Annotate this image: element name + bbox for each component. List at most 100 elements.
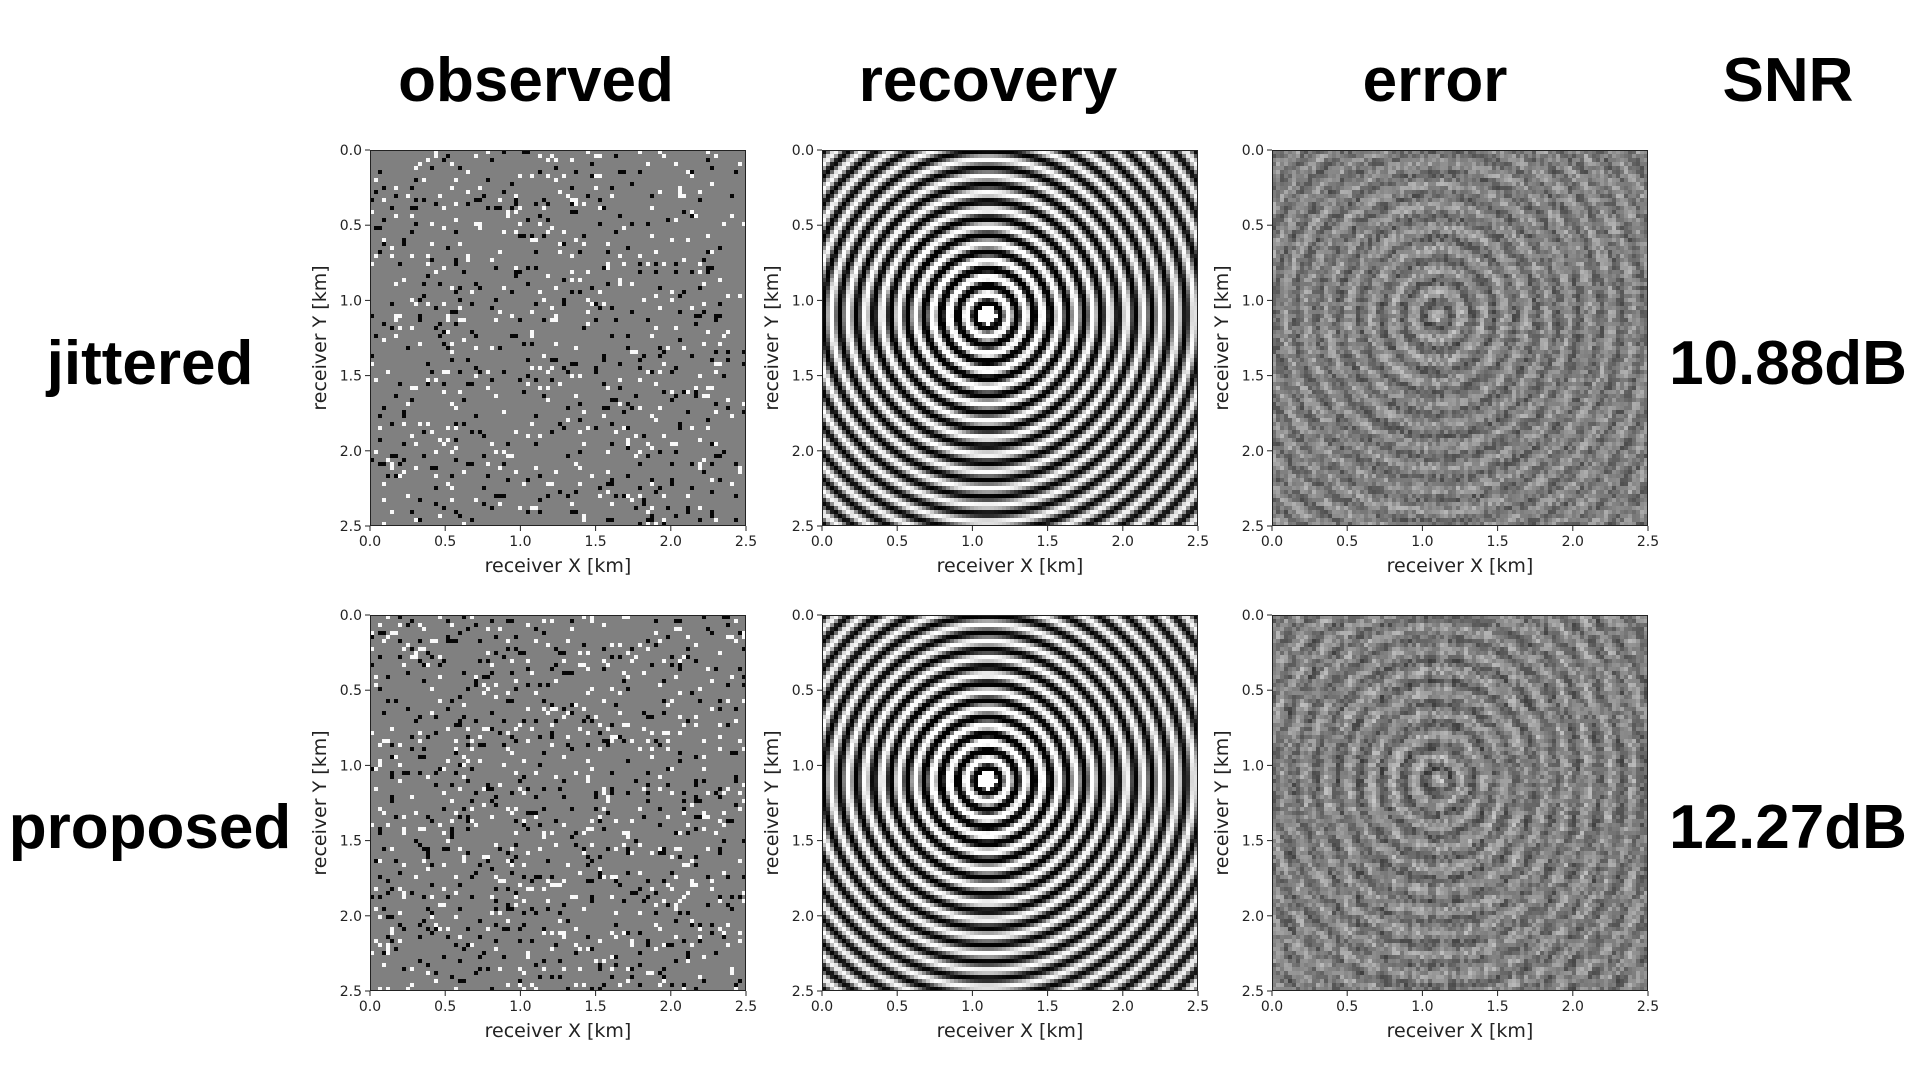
y-tick-label: 2.0 (792, 444, 814, 460)
y-tick-label: 2.5 (792, 519, 814, 535)
x-tick-label: 2.5 (1187, 999, 1209, 1015)
x-tick-label: 2.0 (660, 999, 682, 1015)
y-tick-label: 1.5 (1242, 834, 1264, 850)
y-tick-label: 1.0 (340, 758, 362, 774)
heatmap-cells (1272, 615, 1648, 991)
x-tick-label: 0.5 (434, 999, 456, 1015)
x-tick-label: 0.5 (886, 534, 908, 550)
column-header-observed: observed (398, 50, 674, 112)
heatmap-cells (370, 150, 746, 526)
y-tick-label: 2.5 (1242, 984, 1264, 1000)
y-tick-label: 1.5 (340, 834, 362, 850)
plot-frame (1272, 150, 1648, 526)
y-tick-label: 1.0 (1242, 758, 1264, 774)
y-tick-label: 0.0 (340, 608, 362, 624)
y-tick-label: 2.0 (340, 909, 362, 925)
x-tick-label: 1.5 (584, 534, 606, 550)
x-tick-label: 0.0 (811, 999, 833, 1015)
y-tick-label: 2.5 (340, 984, 362, 1000)
x-tick-label: 1.5 (1036, 534, 1058, 550)
heatmap-jittered-observed: 0.0 0.5 1.0 1.5 2.0 2.50.00.51.01.52.02.5rece… (309, 143, 757, 577)
snr-value-jittered: 10.88dB (1669, 333, 1907, 395)
x-tick-label: 2.0 (1112, 999, 1134, 1015)
y-axis-label: receiver Y [km] (761, 730, 783, 875)
x-tick-label: 2.0 (1562, 534, 1584, 550)
heatmap-proposed-observed: 0.0 0.5 1.0 1.5 2.0 2.50.00.51.01.52.02.5rece… (309, 608, 757, 1042)
y-tick-label: 0.0 (1242, 143, 1264, 159)
column-header-recovery: recovery (859, 50, 1118, 112)
x-tick-label: 0.5 (1336, 534, 1358, 550)
y-tick-label: 0.0 (792, 608, 814, 624)
y-tick-label: 2.5 (792, 984, 814, 1000)
x-tick-label: 2.5 (1637, 534, 1659, 550)
row-label-jittered: jittered (47, 333, 254, 395)
y-axis-label: receiver Y [km] (309, 730, 331, 875)
x-tick-label: 0.0 (1261, 534, 1283, 550)
heatmap-proposed-error: 0.0 0.5 1.0 1.5 2.0 2.50.00.51.01.52.02.5rece… (1211, 608, 1659, 1042)
heatmap-cells (822, 615, 1198, 991)
x-tick-label: 0.0 (359, 534, 381, 550)
x-tick-label: 2.0 (1112, 534, 1134, 550)
plot-frame (370, 150, 746, 526)
y-tick-label: 1.0 (792, 293, 814, 309)
plot-frame (822, 150, 1198, 526)
y-tick-label: 0.5 (1242, 218, 1264, 234)
panel-proposed-recovery: 0.0 0.5 1.0 1.5 2.0 2.5 0.0 0.5 1.0 1.5 2.0 2.5 rece… (761, 608, 1209, 1042)
column-header-error: error (1363, 50, 1508, 112)
x-tick-label: 1.0 (961, 999, 983, 1015)
x-tick-label: 2.5 (1637, 999, 1659, 1015)
heatmap-cells (822, 150, 1198, 526)
y-tick-label: 2.5 (1242, 519, 1264, 535)
y-tick-label: 0.0 (340, 143, 362, 159)
y-tick-label: 1.0 (340, 293, 362, 309)
y-tick-label: 0.5 (340, 683, 362, 699)
x-axis-label: receiver X [km] (937, 1020, 1084, 1042)
x-tick-label: 1.0 (509, 999, 531, 1015)
x-tick-label: 1.0 (1411, 999, 1433, 1015)
heatmap-cells (370, 615, 746, 991)
y-tick-label: 0.0 (1242, 608, 1264, 624)
x-tick-label: 1.5 (1486, 999, 1508, 1015)
y-tick-label: 1.5 (792, 369, 814, 385)
y-axis-label: receiver Y [km] (309, 265, 331, 410)
y-tick-label: 2.0 (340, 444, 362, 460)
y-tick-label: 0.5 (1242, 683, 1264, 699)
x-tick-label: 2.0 (1562, 999, 1584, 1015)
y-tick-label: 1.5 (792, 834, 814, 850)
x-tick-label: 1.0 (961, 534, 983, 550)
plot-frame (822, 615, 1198, 991)
x-tick-label: 2.5 (1187, 534, 1209, 550)
panel-proposed-observed: 0.0 0.5 1.0 1.5 2.0 2.5 0.0 0.5 1.0 1.5 2.0 2.5 rece… (309, 608, 757, 1042)
row-label-proposed: proposed (9, 797, 291, 859)
x-axis-label: receiver X [km] (937, 555, 1084, 577)
y-axis-label: receiver Y [km] (761, 265, 783, 410)
x-axis-label: receiver X [km] (485, 1020, 632, 1042)
y-tick-label: 0.0 (792, 143, 814, 159)
x-tick-label: 0.5 (1336, 999, 1358, 1015)
x-tick-label: 0.5 (886, 999, 908, 1015)
heatmap-jittered-error: 0.0 0.5 1.0 1.5 2.0 2.50.00.51.01.52.02.5rece… (1211, 143, 1659, 577)
x-tick-label: 2.5 (735, 999, 757, 1015)
snr-value-proposed: 12.27dB (1669, 797, 1907, 859)
y-axis-label: receiver Y [km] (1211, 265, 1233, 410)
panel-jittered-recovery: 0.0 0.5 1.0 1.5 2.0 2.5 0.0 0.5 1.0 1.5 2.0 2.5 rece… (761, 143, 1209, 577)
x-tick-label: 1.5 (584, 999, 606, 1015)
x-tick-label: 1.5 (1036, 999, 1058, 1015)
y-tick-label: 1.0 (1242, 293, 1264, 309)
y-tick-label: 1.5 (340, 369, 362, 385)
plot-frame (1272, 615, 1648, 991)
x-tick-label: 1.0 (1411, 534, 1433, 550)
x-axis-label: receiver X [km] (1387, 555, 1534, 577)
x-tick-label: 1.0 (509, 534, 531, 550)
column-header-snr: SNR (1723, 50, 1854, 112)
x-tick-label: 2.5 (735, 534, 757, 550)
y-tick-label: 2.5 (340, 519, 362, 535)
x-tick-label: 0.0 (811, 534, 833, 550)
x-tick-label: 0.5 (434, 534, 456, 550)
x-axis-label: receiver X [km] (1387, 1020, 1534, 1042)
y-axis-label: receiver Y [km] (1211, 730, 1233, 875)
y-tick-label: 1.5 (1242, 369, 1264, 385)
panel-jittered-observed: 0.0 0.5 1.0 1.5 2.0 2.5 0.0 0.5 1.0 1.5 2.0 2.5 rece… (309, 143, 757, 577)
x-axis-label: receiver X [km] (485, 555, 632, 577)
y-tick-label: 2.0 (1242, 444, 1264, 460)
